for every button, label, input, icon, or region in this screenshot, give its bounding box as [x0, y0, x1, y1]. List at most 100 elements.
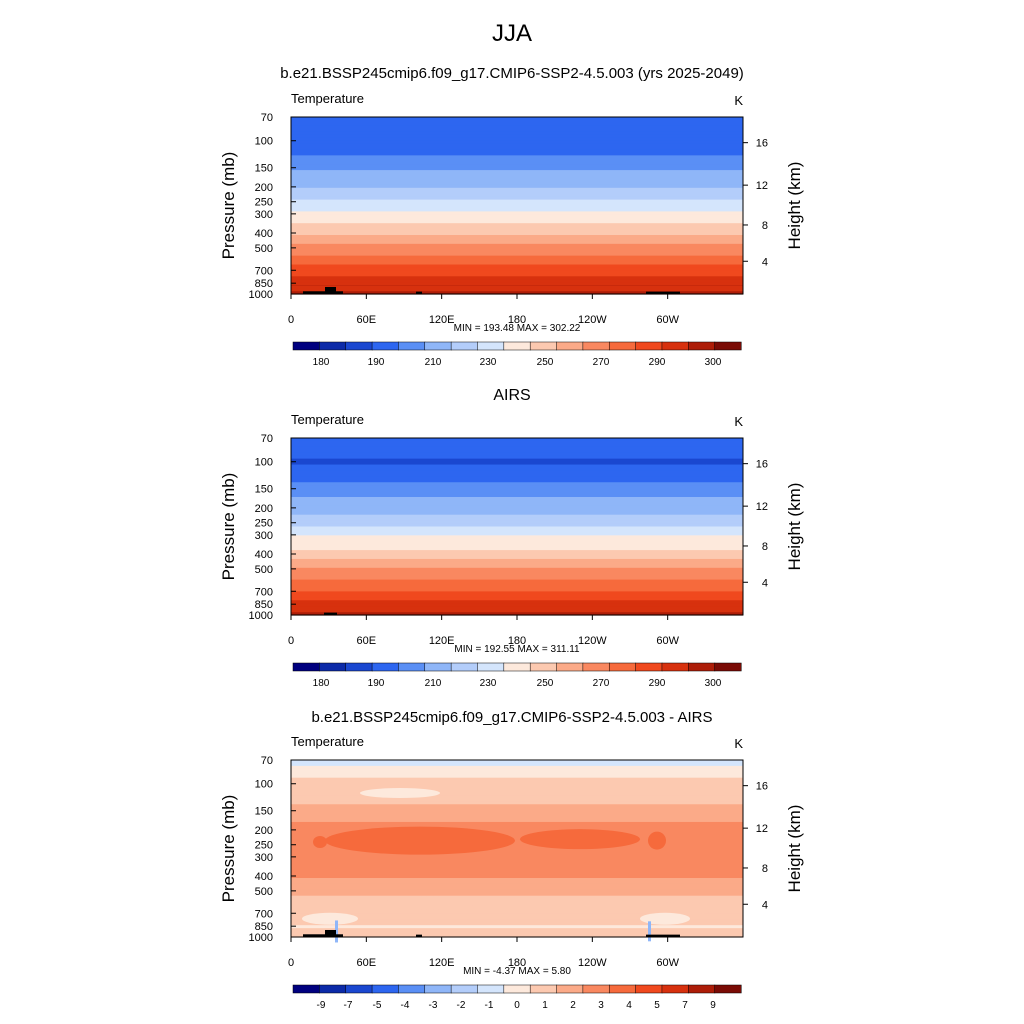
- y-tick-label: 150: [255, 163, 273, 175]
- field-band: [291, 438, 743, 442]
- field-band: [291, 541, 743, 545]
- field-band: [291, 886, 743, 891]
- land-mask: [646, 291, 680, 294]
- y-tick-label: 400: [255, 871, 273, 883]
- field-band: [291, 904, 743, 909]
- min-max-label: MIN = 193.48 MAX = 302.22: [454, 323, 581, 334]
- colorbar-label: 0: [514, 1000, 520, 1011]
- field-band: [291, 553, 743, 557]
- field-band: [291, 202, 743, 207]
- field-band: [291, 880, 743, 885]
- warm-anomaly: [520, 829, 640, 850]
- field-band: [291, 567, 743, 572]
- x-tick-label: 120E: [429, 957, 455, 969]
- field-band: [291, 122, 743, 127]
- field-band: [291, 232, 743, 236]
- variable-label: Temperature: [291, 412, 364, 427]
- land-mask: [416, 934, 422, 937]
- field-band: [291, 550, 743, 554]
- field-band: [291, 517, 743, 522]
- y2-axis-title: Height (km): [785, 805, 804, 893]
- colorbar-box: [503, 984, 531, 994]
- field-band: [291, 461, 743, 466]
- colorbar-label: 5: [654, 1000, 660, 1011]
- field-band: [291, 181, 743, 186]
- x-tick-label: 180: [508, 635, 526, 647]
- colorbar-box: [450, 984, 479, 994]
- colorbar-label: 1: [542, 1000, 548, 1011]
- field-band: [291, 603, 743, 607]
- colorbar-box: [688, 662, 716, 672]
- field-band: [291, 455, 743, 460]
- cool-patch: [640, 902, 720, 915]
- field-band: [291, 783, 743, 788]
- field-band: [291, 833, 743, 838]
- land-mask: [325, 286, 336, 294]
- colorbar-box: [345, 341, 373, 351]
- y-tick-label: 500: [255, 243, 273, 255]
- colorbar-label: -4: [401, 1000, 410, 1011]
- y-tick-label: 700: [255, 908, 273, 920]
- field-band: [291, 780, 743, 785]
- field-band: [291, 895, 743, 900]
- colorbar-box: [398, 984, 426, 994]
- y2-axis-title: Height (km): [785, 162, 804, 250]
- y2-tick-label: 12: [756, 823, 768, 835]
- field-band: [291, 916, 743, 920]
- colorbar-box: [714, 662, 742, 672]
- field-band: [291, 196, 743, 201]
- y-tick-label: 500: [255, 886, 273, 898]
- field-band: [291, 452, 743, 457]
- field-band: [291, 810, 743, 814]
- field-band: [291, 901, 743, 906]
- field-band: [291, 520, 743, 525]
- colorbar-label: 230: [480, 357, 497, 368]
- x-tick-label: 180: [508, 957, 526, 969]
- colorbar-label: 2: [570, 1000, 576, 1011]
- y-tick-label: 70: [261, 433, 273, 445]
- cool-patch: [385, 895, 475, 910]
- field-band: [291, 155, 743, 159]
- colorbar-box: [556, 984, 584, 994]
- colorbar-box: [582, 662, 610, 672]
- field-band: [291, 777, 743, 782]
- colorbar-label: -1: [485, 1000, 494, 1011]
- y2-tick-label: 4: [762, 899, 768, 911]
- field-band: [291, 547, 743, 551]
- field-band: [291, 240, 743, 245]
- y-tick-label: 300: [255, 209, 273, 221]
- field-band: [291, 821, 743, 826]
- y-tick-label: 150: [255, 484, 273, 496]
- field-band: [291, 866, 743, 870]
- colorbar-box: [424, 984, 452, 994]
- field-band: [291, 883, 743, 888]
- colorbar-box: [398, 662, 426, 672]
- field-band: [291, 922, 743, 926]
- y-tick-label: 850: [255, 921, 273, 933]
- units-label: K: [734, 414, 743, 429]
- field-band: [291, 514, 743, 519]
- field-band: [291, 494, 743, 498]
- colorbar-box: [503, 662, 531, 672]
- colorbar-box: [292, 984, 320, 994]
- figure-title: JJA: [491, 20, 532, 47]
- y2-tick-label: 16: [756, 459, 768, 471]
- field-band: [291, 237, 743, 242]
- colorbar-label: -7: [344, 1000, 353, 1011]
- y-tick-label: 500: [255, 564, 273, 576]
- field-band: [291, 211, 743, 215]
- colorbar-label: 230: [480, 678, 497, 689]
- colorbar-box: [556, 341, 584, 351]
- surface-band: [291, 285, 743, 294]
- y2-tick-label: 8: [762, 541, 768, 553]
- field-band: [291, 807, 743, 811]
- colorbar-box: [319, 662, 347, 672]
- field-band: [291, 449, 743, 454]
- field-band: [291, 485, 743, 489]
- colorbar-label: -9: [317, 1000, 326, 1011]
- colorbar-box: [529, 984, 558, 994]
- field-band: [291, 255, 743, 260]
- land-mask: [303, 291, 343, 294]
- y-tick-label: 1000: [249, 610, 273, 622]
- field-band: [291, 816, 743, 820]
